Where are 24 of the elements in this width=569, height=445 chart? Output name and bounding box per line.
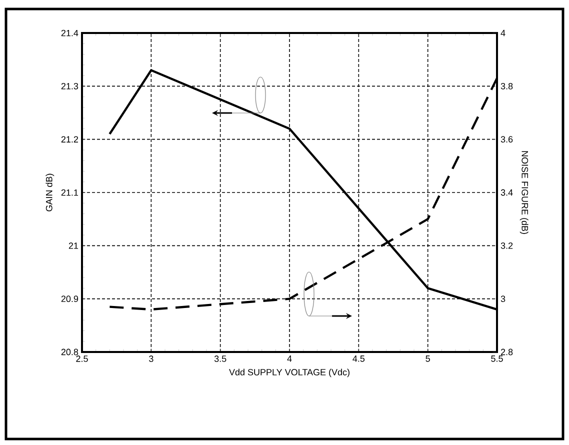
y-tick-label: 21 (68, 242, 78, 249)
y-tick-label: 20.9 (61, 296, 78, 302)
y2-tick-label: 3.8 (500, 82, 513, 90)
y2-axis-title: NOISE FIGURE (dB) (520, 151, 528, 234)
y2-tick-label: 3.6 (500, 136, 513, 143)
x-axis-title: Vdd SUPPLY VOLTAGE (Vdc) (229, 368, 350, 378)
y2-tick-label: 3.2 (500, 242, 513, 249)
y2-tick-label: 2.8 (500, 348, 513, 356)
x-tick-label: 3.5 (214, 356, 226, 362)
x-tick-label: 3 (149, 356, 154, 362)
y-tick-label: 21.3 (61, 82, 78, 90)
x-tick-label: 4.5 (352, 356, 365, 362)
x-tick-label: 5 (426, 356, 430, 362)
y2-tick-label: 4 (500, 30, 506, 36)
y-tick-label: 21.1 (61, 189, 78, 196)
y2-tick-label: 3 (500, 296, 506, 302)
y-tick-label: 21.4 (61, 30, 78, 36)
y-tick-label: 21.2 (61, 136, 78, 142)
y-tick-label: 20.8 (61, 348, 78, 356)
y2-tick-label: 3.4 (500, 189, 513, 196)
x-tick-label: 4 (287, 356, 292, 362)
x-tick-label: 5.5 (491, 356, 503, 362)
y-axis-title: GAIN dB) (46, 174, 54, 212)
x-tick-label: 2.5 (76, 356, 88, 362)
